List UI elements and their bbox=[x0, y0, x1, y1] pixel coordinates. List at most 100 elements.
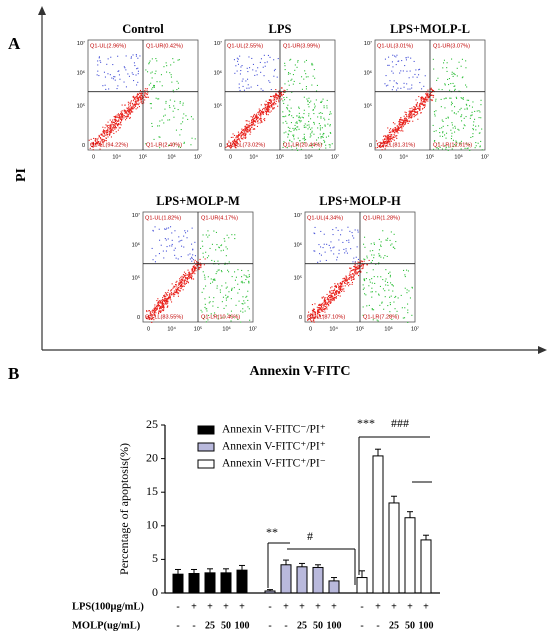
dot bbox=[117, 70, 119, 72]
dot bbox=[174, 254, 176, 256]
dot bbox=[172, 58, 174, 60]
dot bbox=[435, 110, 437, 112]
dot bbox=[351, 232, 353, 234]
dot bbox=[239, 89, 241, 91]
dot bbox=[432, 124, 434, 126]
dot bbox=[387, 134, 389, 136]
dot bbox=[311, 320, 313, 322]
row-entry: + bbox=[299, 601, 305, 612]
dot bbox=[329, 302, 331, 304]
dot bbox=[290, 107, 292, 109]
dot bbox=[292, 127, 294, 129]
dot bbox=[131, 72, 133, 74]
dot bbox=[313, 113, 315, 115]
legend-swatch bbox=[197, 442, 215, 452]
dot bbox=[320, 309, 322, 311]
dot bbox=[364, 280, 366, 282]
dot bbox=[227, 145, 229, 147]
dot bbox=[128, 110, 130, 112]
dot bbox=[395, 136, 397, 138]
dot bbox=[237, 135, 239, 137]
dot bbox=[133, 62, 135, 64]
dot bbox=[411, 107, 413, 109]
dot bbox=[181, 245, 183, 247]
dot bbox=[249, 133, 251, 135]
dot bbox=[171, 239, 173, 241]
dot bbox=[99, 60, 101, 62]
dot bbox=[213, 297, 215, 299]
dot bbox=[128, 107, 130, 109]
dot bbox=[200, 267, 202, 269]
dot bbox=[314, 107, 316, 109]
bar bbox=[280, 564, 292, 594]
dot bbox=[103, 135, 105, 137]
dot bbox=[160, 244, 162, 246]
dot bbox=[288, 134, 290, 136]
dot bbox=[210, 282, 212, 284]
y-tick-label: 10⁶ bbox=[364, 69, 372, 76]
dot bbox=[346, 283, 348, 285]
dot bbox=[324, 141, 326, 143]
dot bbox=[124, 67, 126, 69]
dot bbox=[382, 145, 384, 147]
dot bbox=[210, 313, 212, 315]
dot bbox=[150, 107, 152, 109]
dot bbox=[211, 243, 213, 245]
quadrant-label: Q1-UR(0.42%) bbox=[146, 43, 183, 49]
dot bbox=[331, 294, 333, 296]
dot bbox=[185, 272, 187, 274]
dot bbox=[157, 301, 159, 303]
dot bbox=[407, 303, 409, 305]
dot bbox=[171, 289, 173, 291]
dot bbox=[230, 310, 232, 312]
dot bbox=[191, 260, 193, 262]
dot bbox=[373, 243, 375, 245]
dot bbox=[357, 271, 359, 273]
dot bbox=[384, 138, 386, 140]
dot bbox=[384, 142, 386, 144]
quadrant-label: Q1-LR(7.28%) bbox=[363, 314, 399, 320]
dot bbox=[454, 74, 456, 76]
dot bbox=[107, 128, 109, 130]
dot bbox=[396, 83, 398, 85]
bar bbox=[220, 572, 232, 594]
row-entry: + bbox=[375, 601, 381, 612]
dot bbox=[194, 241, 196, 243]
dot bbox=[105, 140, 107, 142]
dot bbox=[398, 123, 400, 125]
dot bbox=[181, 279, 183, 281]
dot bbox=[309, 145, 311, 147]
dot bbox=[385, 85, 387, 87]
dot bbox=[225, 305, 227, 307]
dot bbox=[175, 289, 177, 291]
dot bbox=[187, 254, 189, 256]
dot bbox=[232, 133, 234, 135]
dot bbox=[335, 293, 337, 295]
x-tick-label: 10⁷ bbox=[249, 325, 257, 332]
dot bbox=[426, 94, 428, 96]
dot bbox=[119, 115, 121, 117]
dot bbox=[154, 315, 156, 317]
dot bbox=[158, 98, 160, 100]
dot bbox=[240, 281, 242, 283]
dot bbox=[464, 108, 466, 110]
dot bbox=[409, 112, 411, 114]
dot bbox=[159, 300, 161, 302]
dot bbox=[394, 55, 396, 57]
dot bbox=[293, 136, 295, 138]
dot bbox=[137, 103, 139, 105]
dot bbox=[347, 278, 349, 280]
dot bbox=[191, 268, 193, 270]
dot bbox=[102, 85, 104, 87]
dot bbox=[448, 84, 450, 86]
dot bbox=[204, 278, 206, 280]
dot bbox=[474, 118, 476, 120]
dot bbox=[250, 131, 252, 133]
dot bbox=[187, 277, 189, 279]
dot bbox=[431, 90, 433, 92]
dot bbox=[174, 247, 176, 249]
dot bbox=[392, 131, 394, 133]
dot bbox=[294, 69, 296, 71]
dot bbox=[139, 96, 141, 98]
dot bbox=[419, 108, 421, 110]
